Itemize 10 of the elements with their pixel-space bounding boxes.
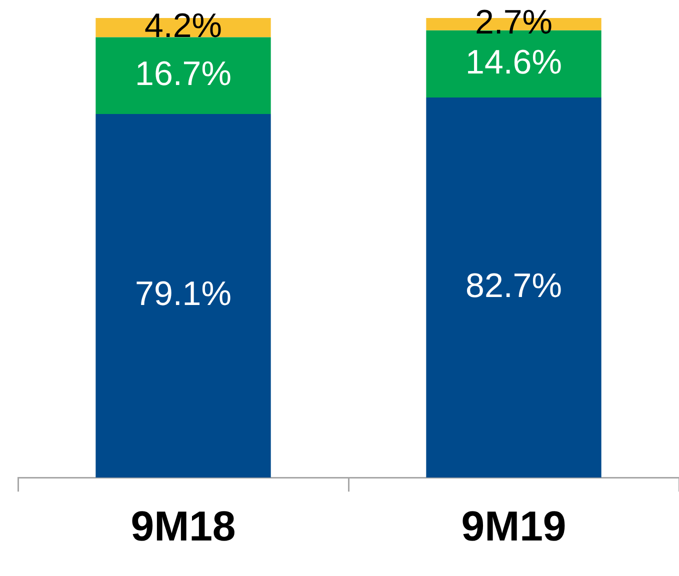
data-label: 82.7% xyxy=(466,266,562,305)
x-tick-label: 9M18 xyxy=(130,502,236,550)
data-label: 16.7% xyxy=(135,55,232,94)
bar xyxy=(426,98,602,478)
x-tick-label: 9M19 xyxy=(461,502,566,550)
data-label: 14.6% xyxy=(466,43,562,82)
data-label: 4.2% xyxy=(144,7,222,46)
bar xyxy=(96,37,271,114)
data-label: 79.1% xyxy=(135,275,232,314)
bar xyxy=(96,114,271,478)
